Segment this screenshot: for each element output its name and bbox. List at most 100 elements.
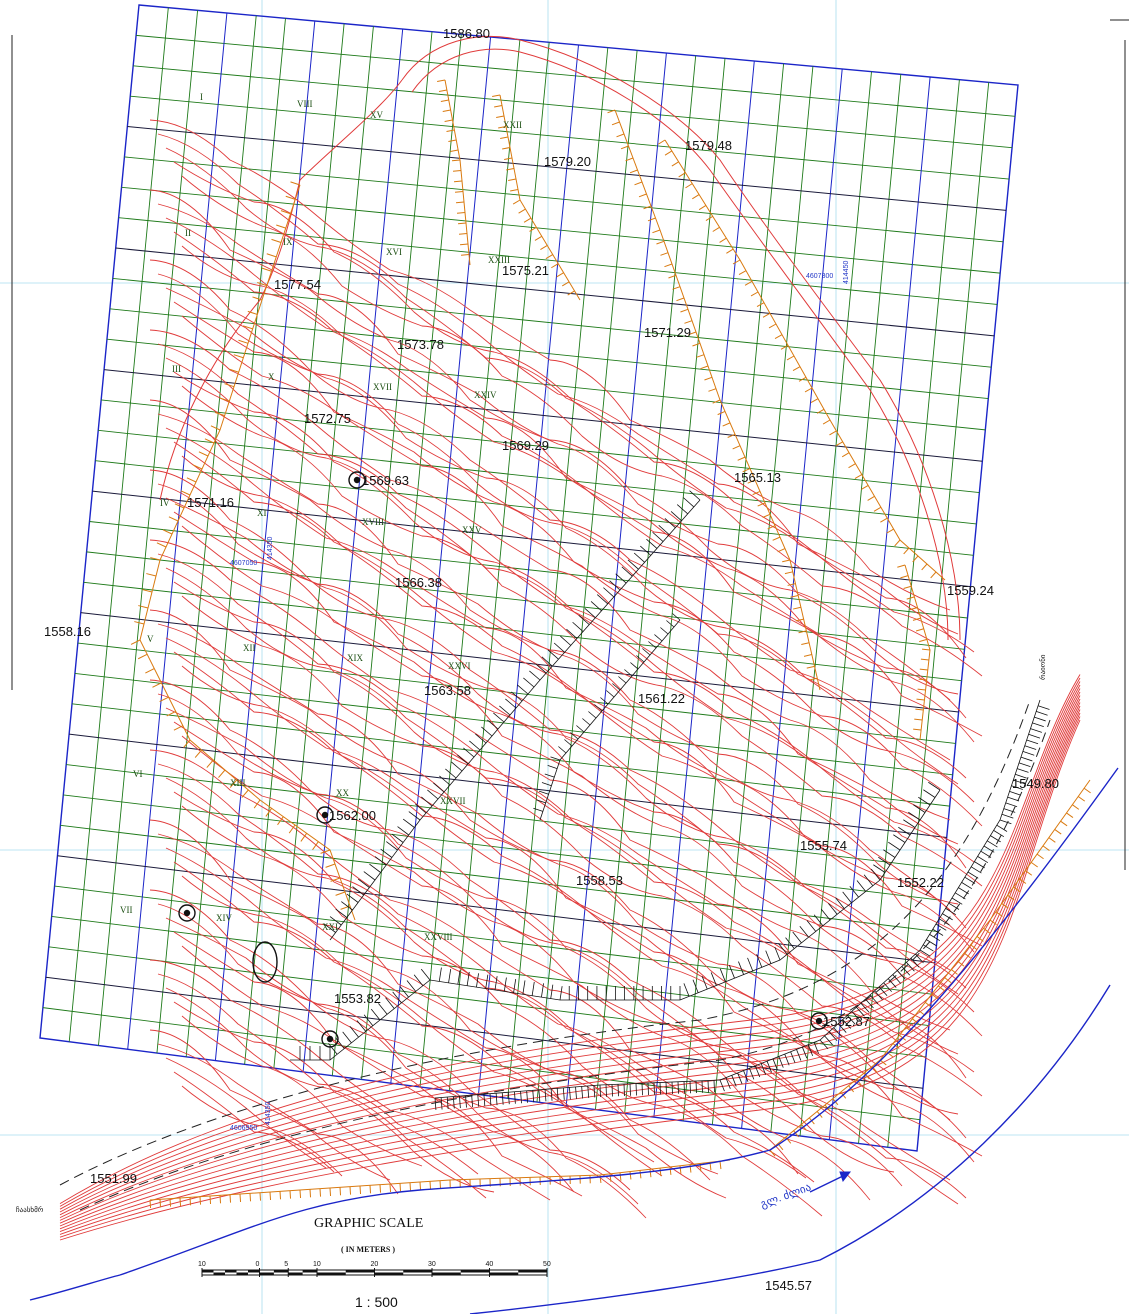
hachure [919,949,931,957]
hachure [842,1019,852,1029]
hachure [359,1185,362,1195]
contour [173,721,895,1173]
hachure [795,618,804,622]
elev-label: 1577.54 [274,277,321,292]
hachure [616,133,625,138]
hachure [639,1170,642,1179]
hachure [803,654,812,657]
hachure [842,891,852,904]
contour [165,147,967,659]
hachure [448,139,457,142]
hachure [756,302,765,308]
grid-line [478,44,579,1095]
hachure [883,982,892,992]
scale-block [202,1270,214,1273]
hachure [600,697,609,705]
hachure [339,1187,342,1196]
hachure [624,669,633,677]
scale-tick-labels: 10 0 5 10 20 30 40 50 [198,1261,551,1268]
hachure [948,902,960,910]
hachure [945,908,957,916]
hachure [801,1123,807,1131]
scale-block [236,1272,248,1275]
hachure [784,1053,790,1066]
contour [59,716,1081,1238]
hachure [856,1007,865,1017]
contour [173,441,975,953]
hachure [658,525,670,535]
hachure [415,803,427,814]
river-label: გლ. ძლია [759,1180,814,1210]
section-label: II [185,228,191,238]
hachure [921,648,931,651]
hachure [1015,773,1027,779]
hachure [869,994,879,1005]
scale-block [374,1272,404,1275]
hachure [1034,716,1046,722]
contour [157,483,959,995]
hachure [481,726,493,737]
scale-block [213,1272,225,1275]
scale-ratio: 1 : 500 [355,1294,398,1310]
hachure [678,172,686,178]
hachure [912,555,919,563]
hachure [566,628,578,639]
hachure [399,1183,402,1192]
hachure [643,205,652,210]
hachure [475,733,487,744]
hachure [466,971,470,986]
hachure [909,607,918,611]
hachure [508,178,517,181]
hachure [625,157,634,162]
hachure [173,725,184,731]
hachure [942,913,953,921]
hachure [848,1085,855,1093]
hachure [928,781,941,791]
elev-label: 1553.82 [334,991,381,1006]
hachure [822,419,831,425]
hachure [438,89,447,92]
hachure [846,1015,856,1025]
hachure [134,621,145,625]
hachure [752,490,761,496]
scale-block [489,1272,519,1275]
hachure [807,1044,814,1056]
hachure [517,684,529,695]
contour [149,539,951,1031]
hachure [798,630,807,634]
contour [181,175,983,677]
hachure [370,1008,381,1021]
hachure [446,1097,449,1110]
hachure [349,1025,359,1038]
hachure [765,950,772,964]
contour [149,399,951,911]
elev-label: 1571.16 [187,495,234,510]
hachure [760,1063,767,1075]
hachure [878,856,891,866]
hachure [829,430,837,436]
grid-line [115,247,995,337]
hachure [556,1088,559,1101]
hachure [856,1078,862,1086]
hachure [921,563,928,571]
hachure [886,528,894,534]
contour [59,684,1081,1213]
hachure [627,559,639,570]
hachure [550,1088,553,1101]
hachure [204,438,215,444]
hachure [672,286,681,290]
hachure [977,856,989,864]
hachure [285,195,296,200]
hachure [379,1184,382,1193]
hachure [594,704,603,712]
section-label: XXVI [448,661,471,671]
hachure [737,456,746,461]
hachure [219,397,230,402]
scale-units: ( IN METERS ) [341,1245,395,1254]
hachure [786,355,795,361]
hachure [569,1087,571,1100]
hachure [938,918,950,926]
hachure [717,410,726,416]
hachure [575,1086,577,1099]
